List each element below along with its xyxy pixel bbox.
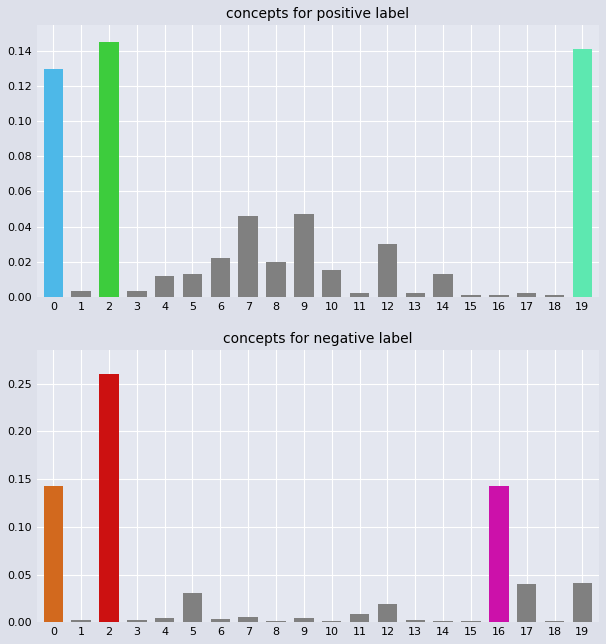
Bar: [405, 293, 425, 297]
Bar: [378, 244, 397, 297]
Bar: [294, 214, 314, 297]
Bar: [238, 618, 258, 622]
Title: concepts for negative label: concepts for negative label: [223, 332, 413, 346]
Bar: [489, 295, 508, 297]
Bar: [350, 293, 369, 297]
Bar: [461, 295, 481, 297]
Bar: [155, 276, 175, 297]
Bar: [461, 621, 481, 622]
Bar: [238, 216, 258, 297]
Bar: [573, 583, 592, 622]
Bar: [183, 274, 202, 297]
Bar: [350, 614, 369, 622]
Bar: [127, 292, 147, 297]
Bar: [294, 618, 314, 622]
Bar: [72, 620, 91, 622]
Bar: [266, 261, 286, 297]
Bar: [211, 258, 230, 297]
Bar: [405, 620, 425, 622]
Bar: [44, 69, 63, 297]
Bar: [433, 621, 453, 622]
Bar: [211, 620, 230, 622]
Bar: [155, 618, 175, 622]
Bar: [573, 50, 592, 297]
Bar: [517, 293, 536, 297]
Bar: [99, 43, 119, 297]
Bar: [517, 584, 536, 622]
Bar: [99, 374, 119, 622]
Bar: [545, 295, 564, 297]
Bar: [322, 621, 341, 622]
Bar: [433, 274, 453, 297]
Bar: [183, 592, 202, 622]
Bar: [489, 486, 508, 622]
Bar: [266, 621, 286, 622]
Bar: [72, 292, 91, 297]
Bar: [322, 270, 341, 297]
Bar: [127, 620, 147, 622]
Title: concepts for positive label: concepts for positive label: [226, 7, 410, 21]
Bar: [545, 621, 564, 622]
Bar: [378, 604, 397, 622]
Bar: [44, 486, 63, 622]
